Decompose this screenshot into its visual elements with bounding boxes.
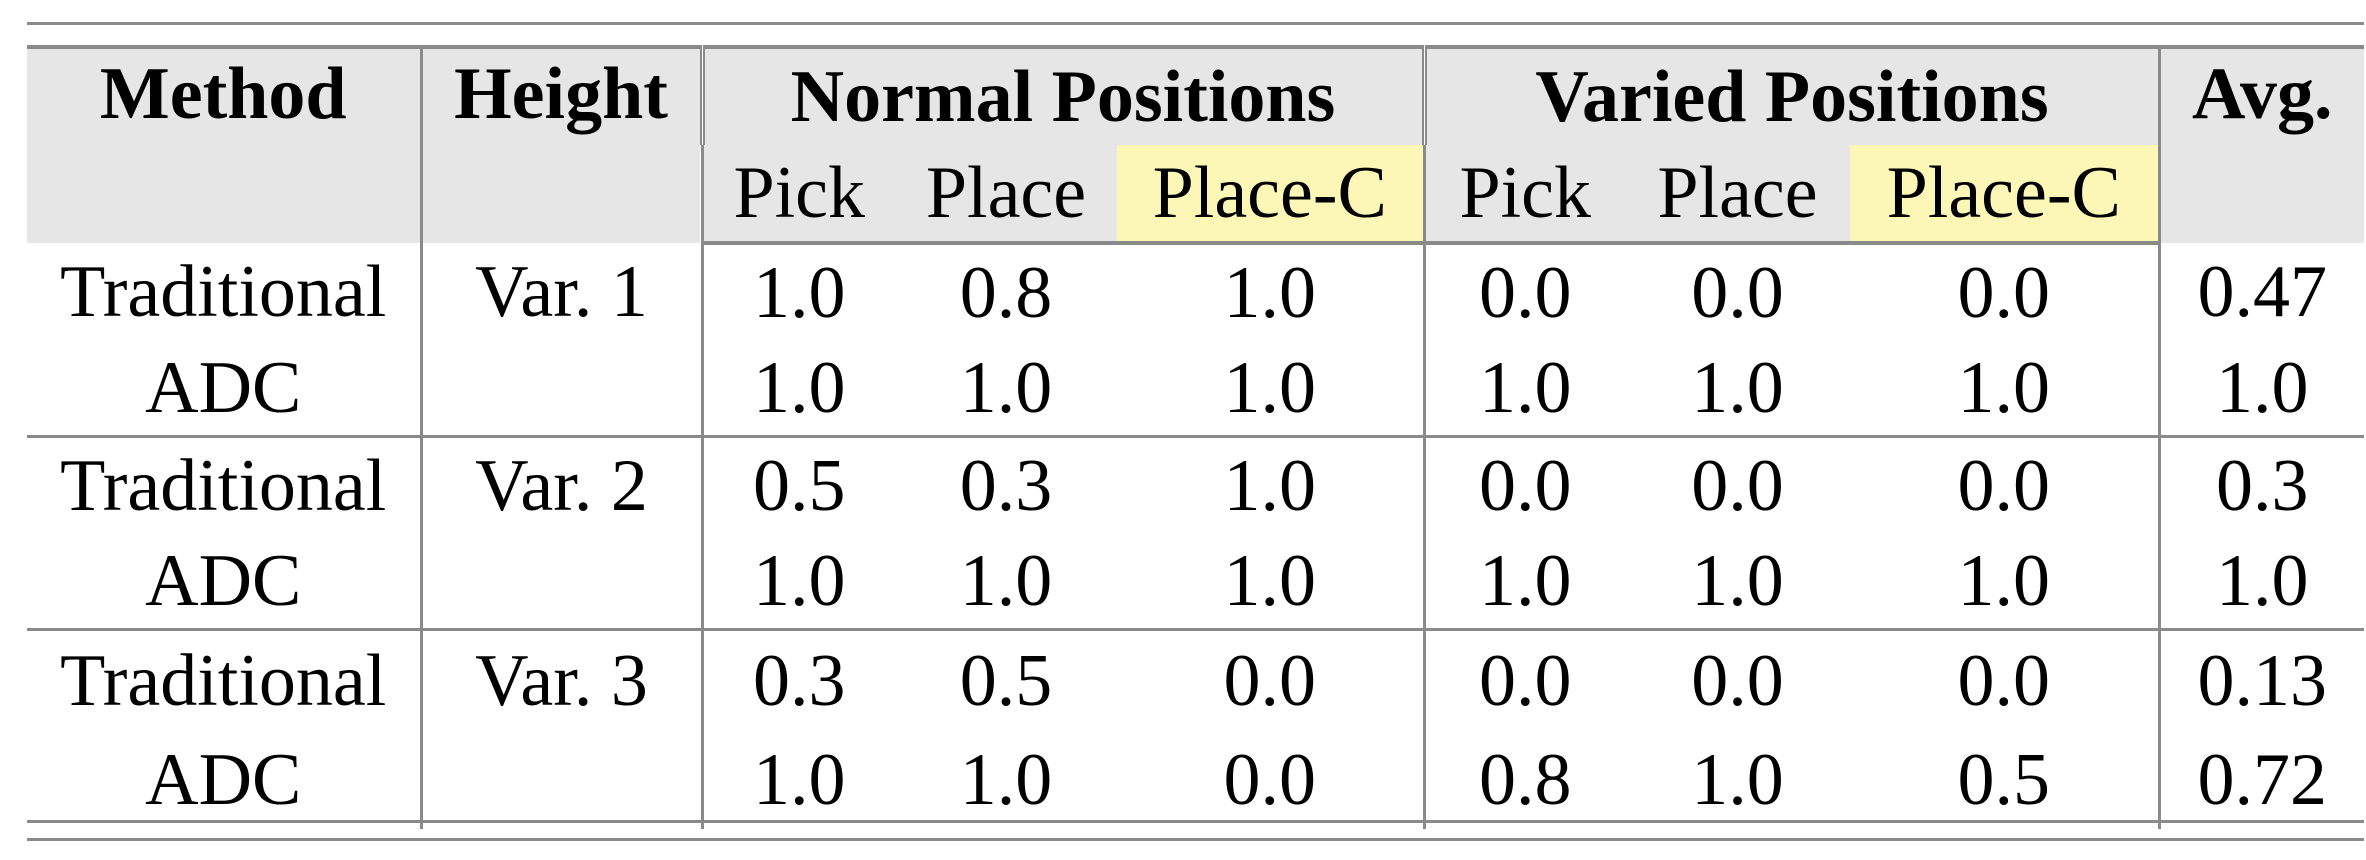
varied-pick-cell: 0.8 [1422,730,1625,829]
height-cell: Var. 2 [419,436,702,533]
varied-pick-cell: 1.0 [1422,533,1625,631]
header-normal-positions: Normal Positions [699,45,1424,145]
varied-pick-cell: 0.0 [1422,243,1625,340]
varied-place-c-cell: 1.0 [1850,340,2160,438]
height-cell [419,340,702,438]
normal-pick-cell: 1.0 [700,340,895,438]
normal-place-c-cell: 1.0 [1117,533,1424,631]
table-row: Traditional Var. 3 0.3 0.5 0.0 0.0 0.0 0.0 0.13 [27,629,2365,730]
normal-place-cell: 1.0 [959,738,1053,821]
header-row-2: Pick Place Place-C Pick Place Place-C [27,145,2364,245]
top-rule [27,22,2364,25]
header-normal-pick: Pick [700,145,895,245]
height-cell [419,533,702,631]
varied-pick-cell: 0.0 [1422,436,1625,533]
method-cell: Traditional [60,639,387,722]
table-row: ADC 1.0 1.0 1.0 1.0 1.0 1.0 1.0 [27,533,2365,631]
header-method: Method [27,45,421,243]
header-varied-place: Place [1625,145,1850,245]
normal-place-c-cell: 0.0 [1223,738,1317,821]
normal-place-cell: 1.0 [895,533,1117,631]
table-row: ADC 1.0 1.0 1.0 1.0 1.0 1.0 1.0 [27,340,2365,438]
header-normal-place: Place [895,145,1117,245]
header-varied-place-c: Place-C [1850,145,2160,245]
avg-cell: 0.13 [2157,629,2365,730]
varied-place-cell: 0.0 [1691,639,1784,722]
normal-place-c-cell: 1.0 [1117,340,1424,438]
avg-cell: 1.0 [2157,340,2365,438]
varied-place-cell: 0.0 [1691,251,1784,334]
table-row: ADC 1.0 1.0 0.0 0.8 1.0 0.5 0.72 [27,730,2365,829]
avg-cell: 0.3 [2157,436,2365,533]
avg-cell: 1.0 [2157,533,2365,631]
method-cell: ADC [145,738,302,821]
varied-place-c-cell: 0.5 [1957,738,2051,821]
normal-pick-cell: 1.0 [700,243,895,340]
varied-place-cell: 1.0 [1625,340,1850,438]
height-cell: Var. 3 [419,629,702,730]
bottom-rule-2 [27,838,2364,841]
varied-place-c-cell: 0.0 [1957,251,2051,334]
header-avg: Avg. [2157,45,2365,243]
varied-place-c-cell: 0.0 [1957,639,2051,722]
header-varied-pick: Pick [1422,145,1625,245]
normal-pick-cell: 1.0 [700,533,895,631]
normal-place-cell: 0.8 [959,251,1053,334]
normal-place-c-cell: 0.0 [1223,639,1317,722]
bottom-rule-1 [27,820,2364,823]
header-normal-place-c: Place-C [1117,145,1424,245]
normal-place-cell: 0.3 [959,444,1053,527]
table-row: Traditional Var. 2 0.5 0.3 1.0 0.0 0.0 0.0 0.3 [27,436,2365,533]
normal-place-cell: 0.5 [959,639,1053,722]
varied-place-c-cell: 0.0 [1957,444,2051,527]
normal-pick-cell: 0.3 [700,629,895,730]
table-row: Traditional Var. 1 1.0 0.8 1.0 0.0 0.0 0.0 0.47 [27,243,2365,340]
header-varied-positions: Varied Positions [1421,45,2160,145]
varied-place-cell: 0.0 [1691,444,1784,527]
method-cell: ADC [27,533,421,631]
header-row-1: Method Height Normal Positions Varied Po… [27,45,2365,243]
results-table: Method Height Normal Positions Varied Po… [27,45,2365,829]
avg-cell: 0.47 [2157,243,2365,340]
method-cell: ADC [27,340,421,438]
height-cell: Var. 1 [419,243,702,340]
normal-pick-cell: 0.5 [700,436,895,533]
varied-place-cell: 1.0 [1625,533,1850,631]
normal-place-cell: 1.0 [895,340,1117,438]
varied-place-c-cell: 1.0 [1850,533,2160,631]
header-height: Height [419,45,702,243]
normal-pick-cell: 1.0 [700,730,895,829]
method-cell: Traditional [60,250,387,333]
normal-place-c-cell: 1.0 [1223,251,1317,334]
varied-pick-cell: 1.0 [1422,340,1625,438]
varied-place-cell: 1.0 [1691,738,1784,821]
height-cell [419,730,702,829]
avg-cell: 0.72 [2157,730,2365,829]
normal-place-c-cell: 1.0 [1223,444,1317,527]
varied-pick-cell: 0.0 [1422,629,1625,730]
method-cell: Traditional [60,444,387,527]
